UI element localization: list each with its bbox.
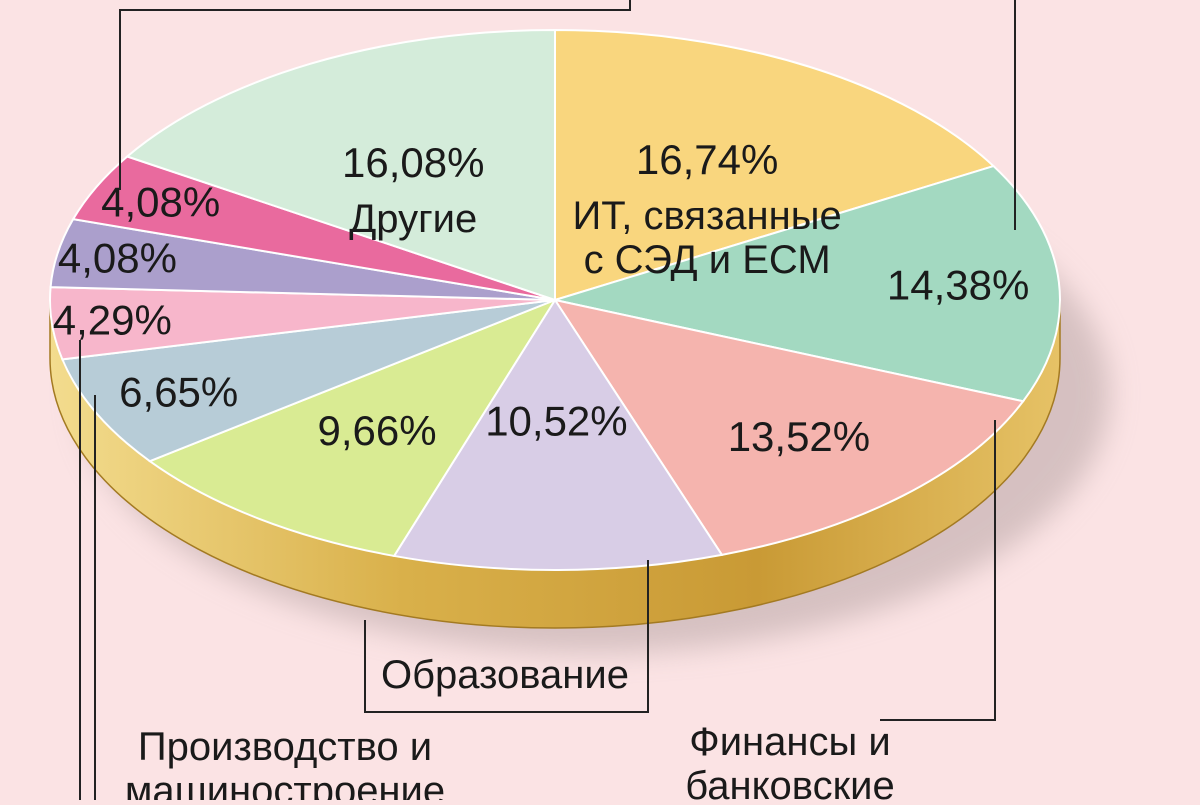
leader-line-top-left (119, 0, 631, 190)
slice-percent-label-2: 14,38% (887, 261, 1029, 308)
slice-percent-label-4: 10,52% (485, 397, 627, 444)
external-category-label-6: Производство и (138, 725, 432, 769)
slice-category-label-1: ИТ, связанные (573, 194, 842, 238)
slice-percent-label-1: 16,74% (636, 136, 778, 183)
pie-slice-2 (551, 164, 1061, 403)
pie-slice-1 (554, 28, 996, 302)
external-category-label-4: Образование (381, 653, 629, 697)
pie-slice-6 (60, 299, 556, 463)
slice-category-label-10: Другие (349, 197, 477, 241)
slice-percent-label-10: 16,08% (342, 139, 484, 186)
external-category-label-3: банковские (685, 764, 894, 800)
external-category-label-6: машиностроение (125, 769, 445, 800)
slice-percent-label-5: 9,66% (318, 407, 437, 454)
slice-percent-label-3: 13,52% (728, 413, 870, 460)
external-category-label-3: Финансы и (689, 720, 890, 764)
slice-category-label-1: с СЭД и ЕСМ (584, 238, 831, 282)
slice-percent-label-7: 4,29% (53, 297, 172, 344)
leader-line-3 (880, 420, 996, 721)
slice-percent-label-8: 4,08% (58, 234, 177, 281)
slice-percent-label-6: 6,65% (119, 368, 238, 415)
pie-slice-3 (552, 298, 1025, 556)
pie-slice-4 (392, 298, 724, 571)
pie-slice-5 (147, 297, 558, 558)
leader-line-4 (364, 560, 649, 713)
pie-slice-10 (125, 28, 556, 302)
slice-percent-label-9: 4,08% (101, 179, 220, 226)
